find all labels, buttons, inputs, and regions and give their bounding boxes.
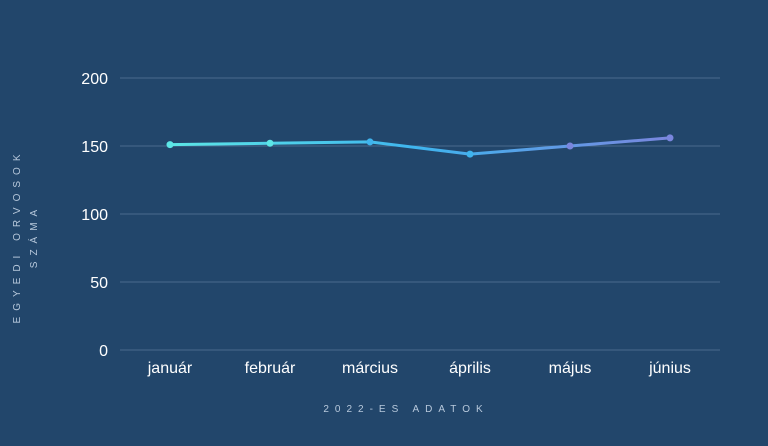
grid-lines	[120, 77, 720, 351]
y-axis-title-line2: SZÁMA	[27, 204, 40, 268]
x-tick-label: május	[549, 360, 592, 377]
series-layer	[166, 134, 674, 158]
y-tick-label: 150	[81, 139, 108, 156]
series-line	[168, 136, 672, 156]
x-tick-label: június	[648, 360, 691, 377]
data-point[interactable]	[466, 150, 474, 158]
y-tick-label: 0	[99, 343, 108, 360]
x-tick-label: április	[449, 360, 491, 377]
x-tick-label: február	[245, 360, 296, 377]
data-point[interactable]	[366, 138, 374, 146]
data-point[interactable]	[166, 141, 174, 149]
data-point[interactable]	[666, 134, 674, 142]
data-point[interactable]	[566, 142, 574, 150]
x-tick-label: március	[342, 360, 398, 377]
y-tick-label: 200	[81, 71, 108, 88]
y-tick-label: 50	[90, 275, 108, 292]
y-tick-label: 100	[81, 207, 108, 224]
x-axis-title: 2022-ES ADATOK	[323, 404, 488, 415]
y-axis-ticks: 0 50 100 150 200	[81, 71, 108, 360]
data-point[interactable]	[266, 139, 274, 147]
x-axis-ticks: január február március április május június	[147, 360, 691, 377]
y-axis-title-line1: EGYEDI ORVOSOK	[12, 149, 23, 324]
x-tick-label: január	[147, 360, 193, 377]
